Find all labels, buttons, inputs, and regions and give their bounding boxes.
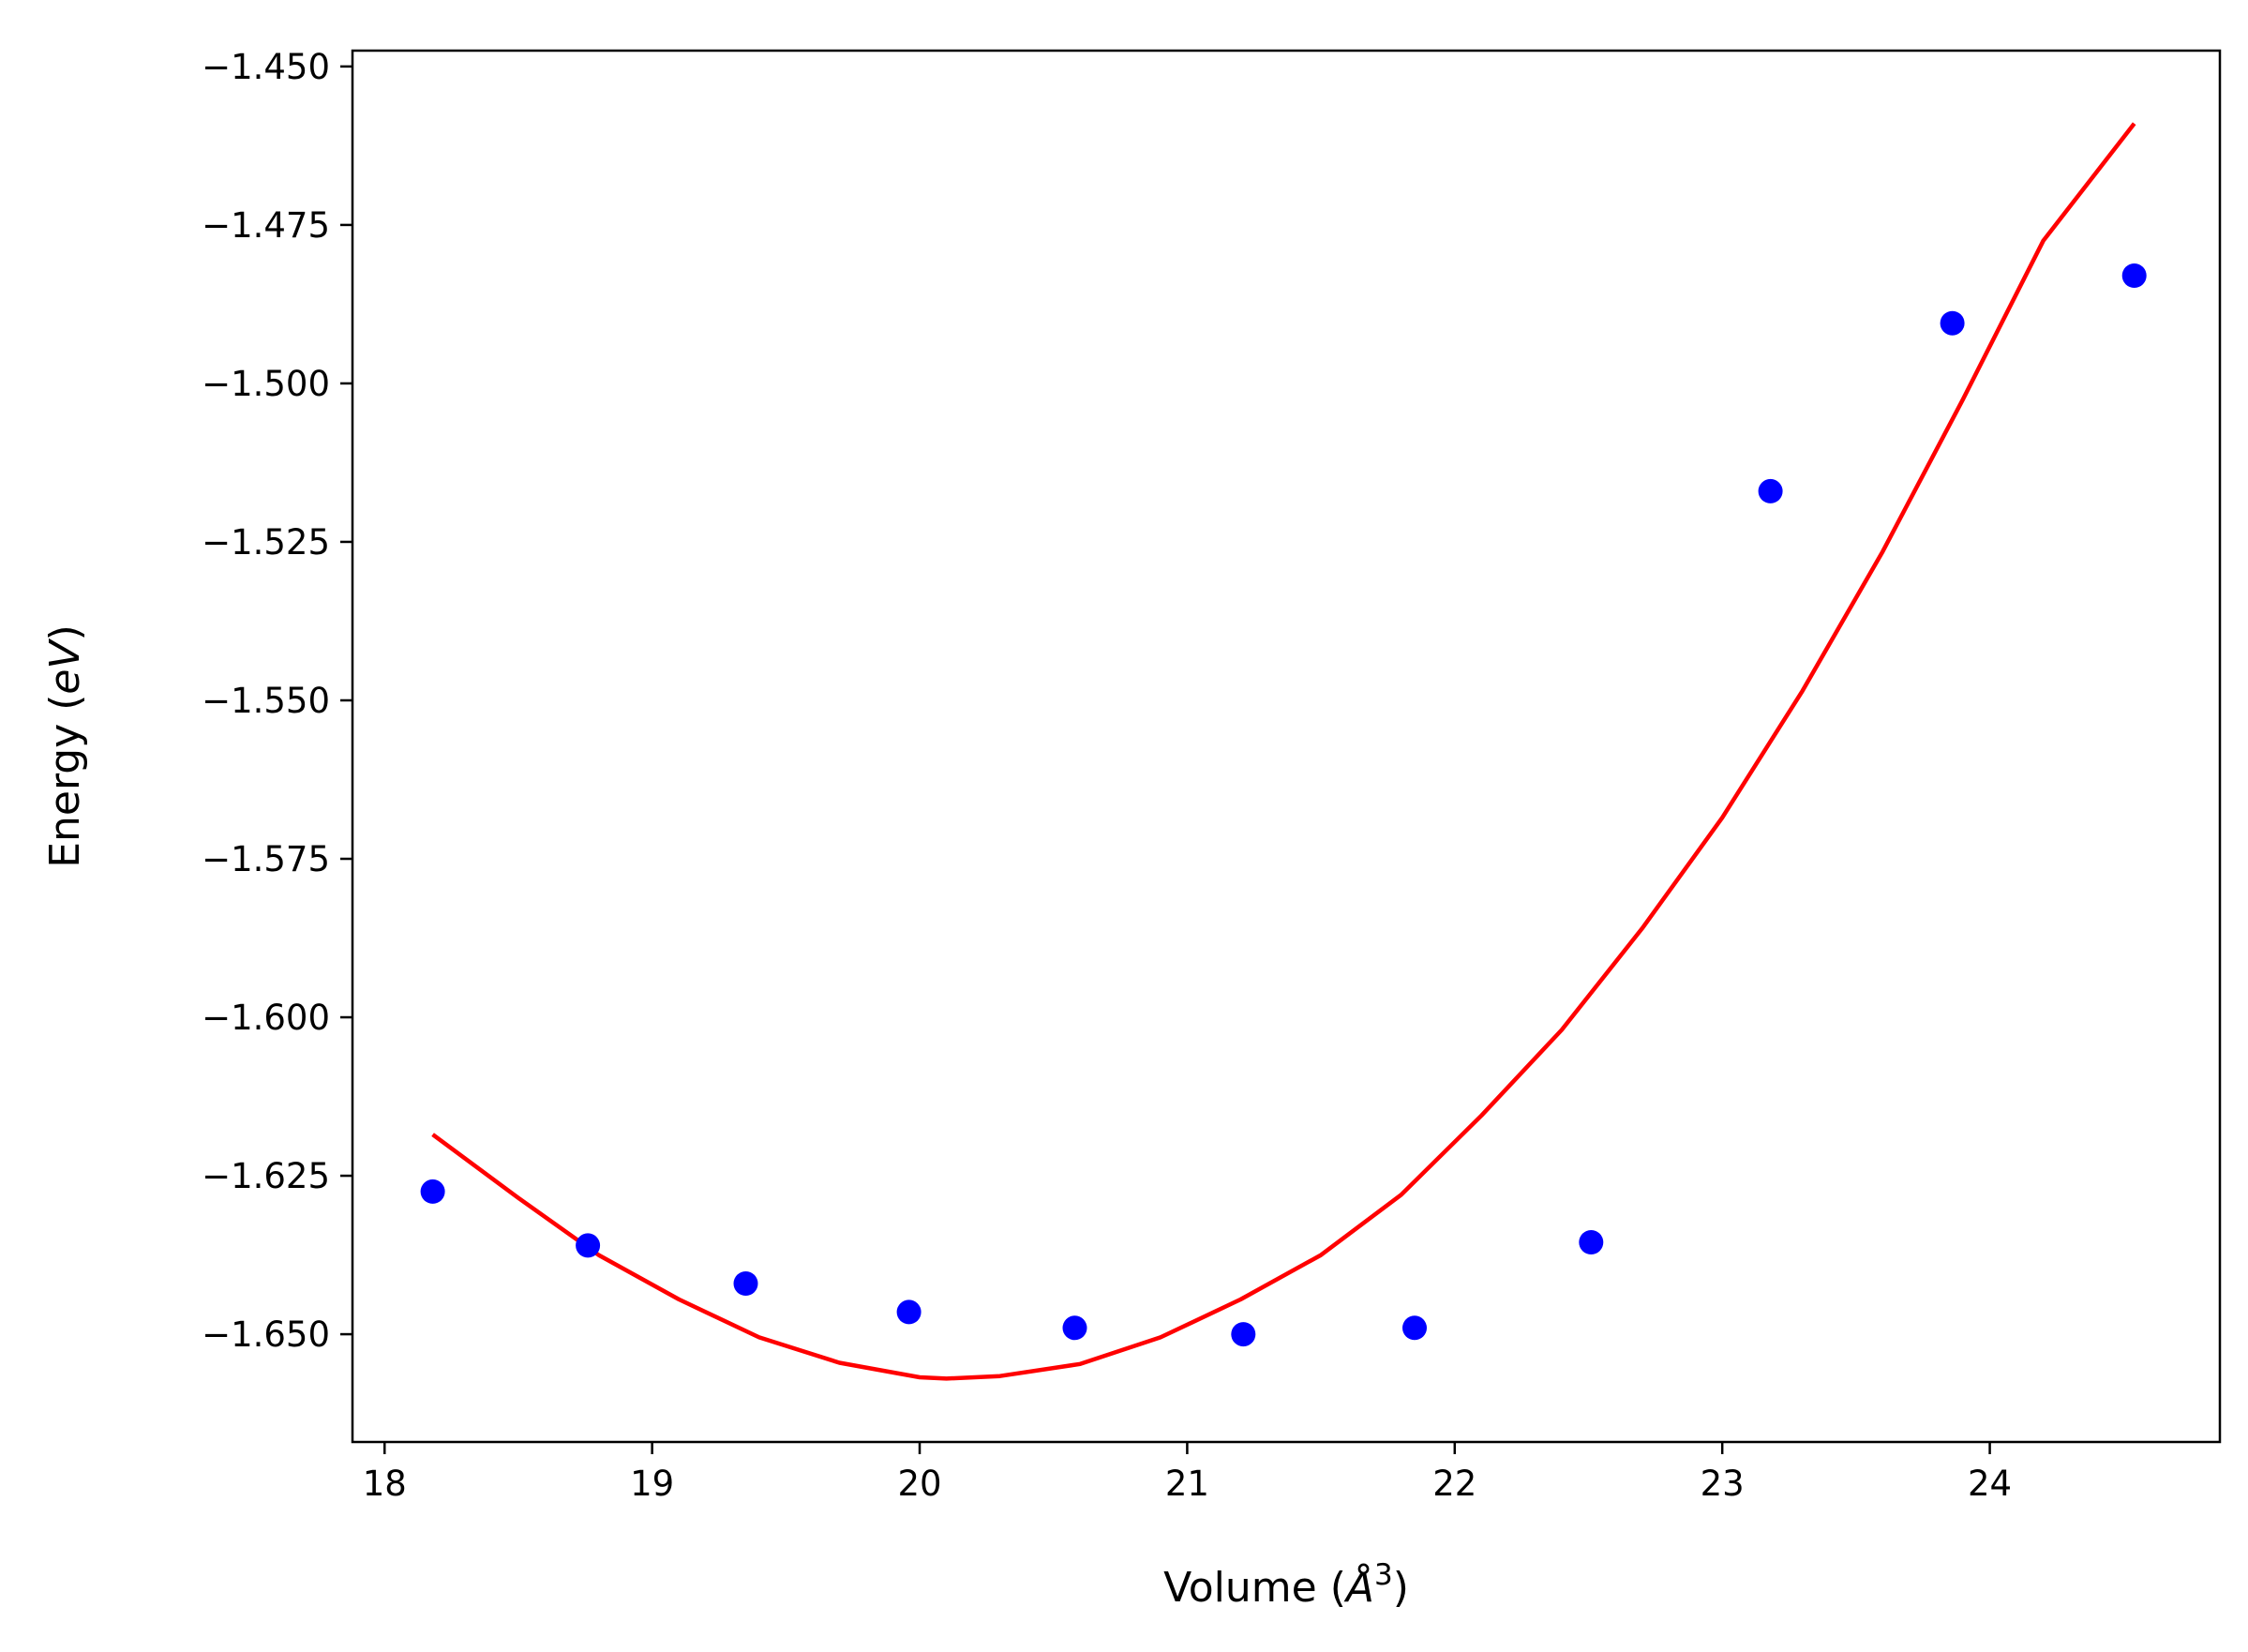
- data-point: [733, 1271, 758, 1296]
- data-point: [896, 1299, 922, 1325]
- y-axis-title-suffix: ): [41, 624, 89, 640]
- y-tick-label: −1.600: [202, 998, 330, 1038]
- data-point: [576, 1233, 601, 1258]
- x-tick-label: 21: [1165, 1464, 1209, 1504]
- fit-curve-layer: [431, 122, 2136, 1381]
- data-point: [1579, 1230, 1604, 1254]
- y-tick-label: −1.450: [202, 47, 330, 87]
- x-axis-title: Volume (Å3): [1163, 1558, 1409, 1612]
- plot-frame: [351, 49, 2222, 1444]
- data-point: [420, 1179, 445, 1204]
- y-axis-title: Energy (eV): [41, 624, 89, 868]
- y-tick-label: −1.475: [202, 205, 330, 246]
- data-point: [1231, 1322, 1256, 1347]
- x-axis-title-prefix: Volume (: [1163, 1564, 1346, 1612]
- x-tick-label: 19: [630, 1464, 674, 1504]
- x-tick-label: 20: [897, 1464, 941, 1504]
- x-axis-title-suffix: ): [1393, 1564, 1409, 1612]
- x-tick-label: 24: [1968, 1464, 2012, 1504]
- data-point: [2121, 263, 2147, 288]
- y-axis-ticks: −1.650 −1.625 −1.600 −1.575 −1.550 −1.525 −1.5…: [202, 47, 352, 1355]
- data-points-layer: [420, 263, 2147, 1347]
- x-tick-label: 23: [1701, 1464, 1745, 1504]
- x-tick-label: 18: [363, 1464, 407, 1504]
- y-tick-label: −1.525: [202, 522, 330, 563]
- y-axis-title-prefix: Energy (: [41, 695, 89, 868]
- x-tick-label: 22: [1432, 1464, 1476, 1504]
- x-axis-title-exponent: 3: [1374, 1558, 1393, 1592]
- plot-background: [352, 51, 2220, 1442]
- y-tick-label: −1.625: [202, 1156, 330, 1196]
- data-point: [1758, 478, 1783, 503]
- data-point: [1402, 1315, 1427, 1341]
- data-point: [1940, 310, 1965, 336]
- y-axis-title-symbol: eV: [41, 638, 89, 695]
- x-axis-title-symbol: Å: [1343, 1562, 1374, 1612]
- x-axis-ticks: 18 19 20 21 22 23 24: [363, 1442, 2012, 1504]
- fit-curve: [431, 122, 2136, 1381]
- y-tick-label: −1.650: [202, 1314, 330, 1355]
- data-point: [1062, 1315, 1087, 1341]
- y-tick-label: −1.500: [202, 364, 330, 404]
- y-tick-label: −1.575: [202, 839, 330, 879]
- y-tick-label: −1.550: [202, 681, 330, 721]
